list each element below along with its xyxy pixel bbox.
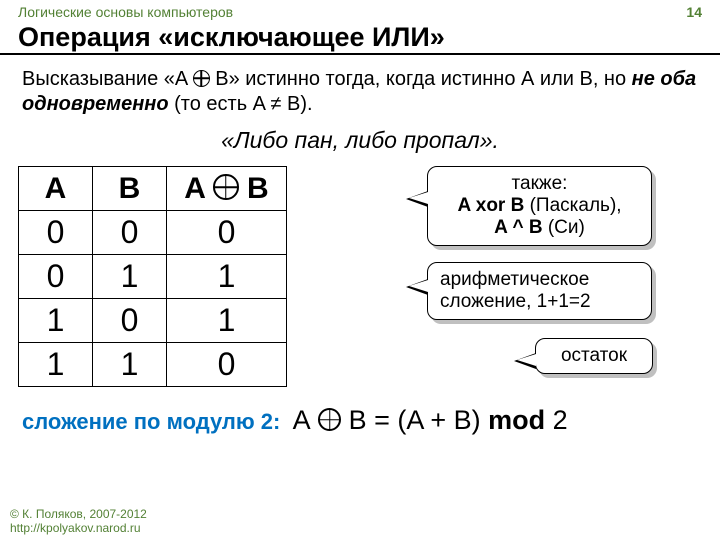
truth-table: A B A B 000 011 101 110	[18, 166, 287, 387]
table-cell: 0	[167, 211, 287, 255]
saying: «Либо пан, либо пропал».	[0, 127, 720, 154]
description: Высказывание «A B» истинно тогда, когда …	[0, 63, 720, 121]
table-cell: 0	[93, 299, 167, 343]
table-header: B	[93, 167, 167, 211]
table-cell: 1	[167, 299, 287, 343]
callout-arith: арифметическое сложение, 1+1=2	[427, 262, 652, 320]
modulo-formula: сложение по модулю 2: А В = (A + B) mod …	[0, 387, 720, 436]
table-cell: 1	[167, 255, 287, 299]
xor-icon	[193, 70, 210, 87]
table-cell: 0	[19, 211, 93, 255]
callout-remainder: остаток	[535, 338, 653, 374]
table-cell: 1	[93, 255, 167, 299]
table-cell: 0	[19, 255, 93, 299]
table-cell: 0	[167, 343, 287, 387]
page-title: Операция «исключающее ИЛИ»	[0, 20, 720, 55]
breadcrumb: Логические основы компьютеров	[18, 4, 233, 20]
page-number: 14	[686, 4, 702, 20]
table-cell: 0	[93, 211, 167, 255]
xor-icon	[213, 174, 239, 200]
table-cell: 1	[19, 343, 93, 387]
table-header: A	[19, 167, 93, 211]
callout-also: также: A xor B (Паскаль), A ^ B (Си)	[427, 166, 652, 246]
table-cell: 1	[93, 343, 167, 387]
xor-icon	[318, 408, 341, 431]
table-cell: 1	[19, 299, 93, 343]
table-header: A B	[167, 167, 287, 211]
footer-copyright: © К. Поляков, 2007-2012 http://kpolyakov…	[10, 508, 147, 536]
